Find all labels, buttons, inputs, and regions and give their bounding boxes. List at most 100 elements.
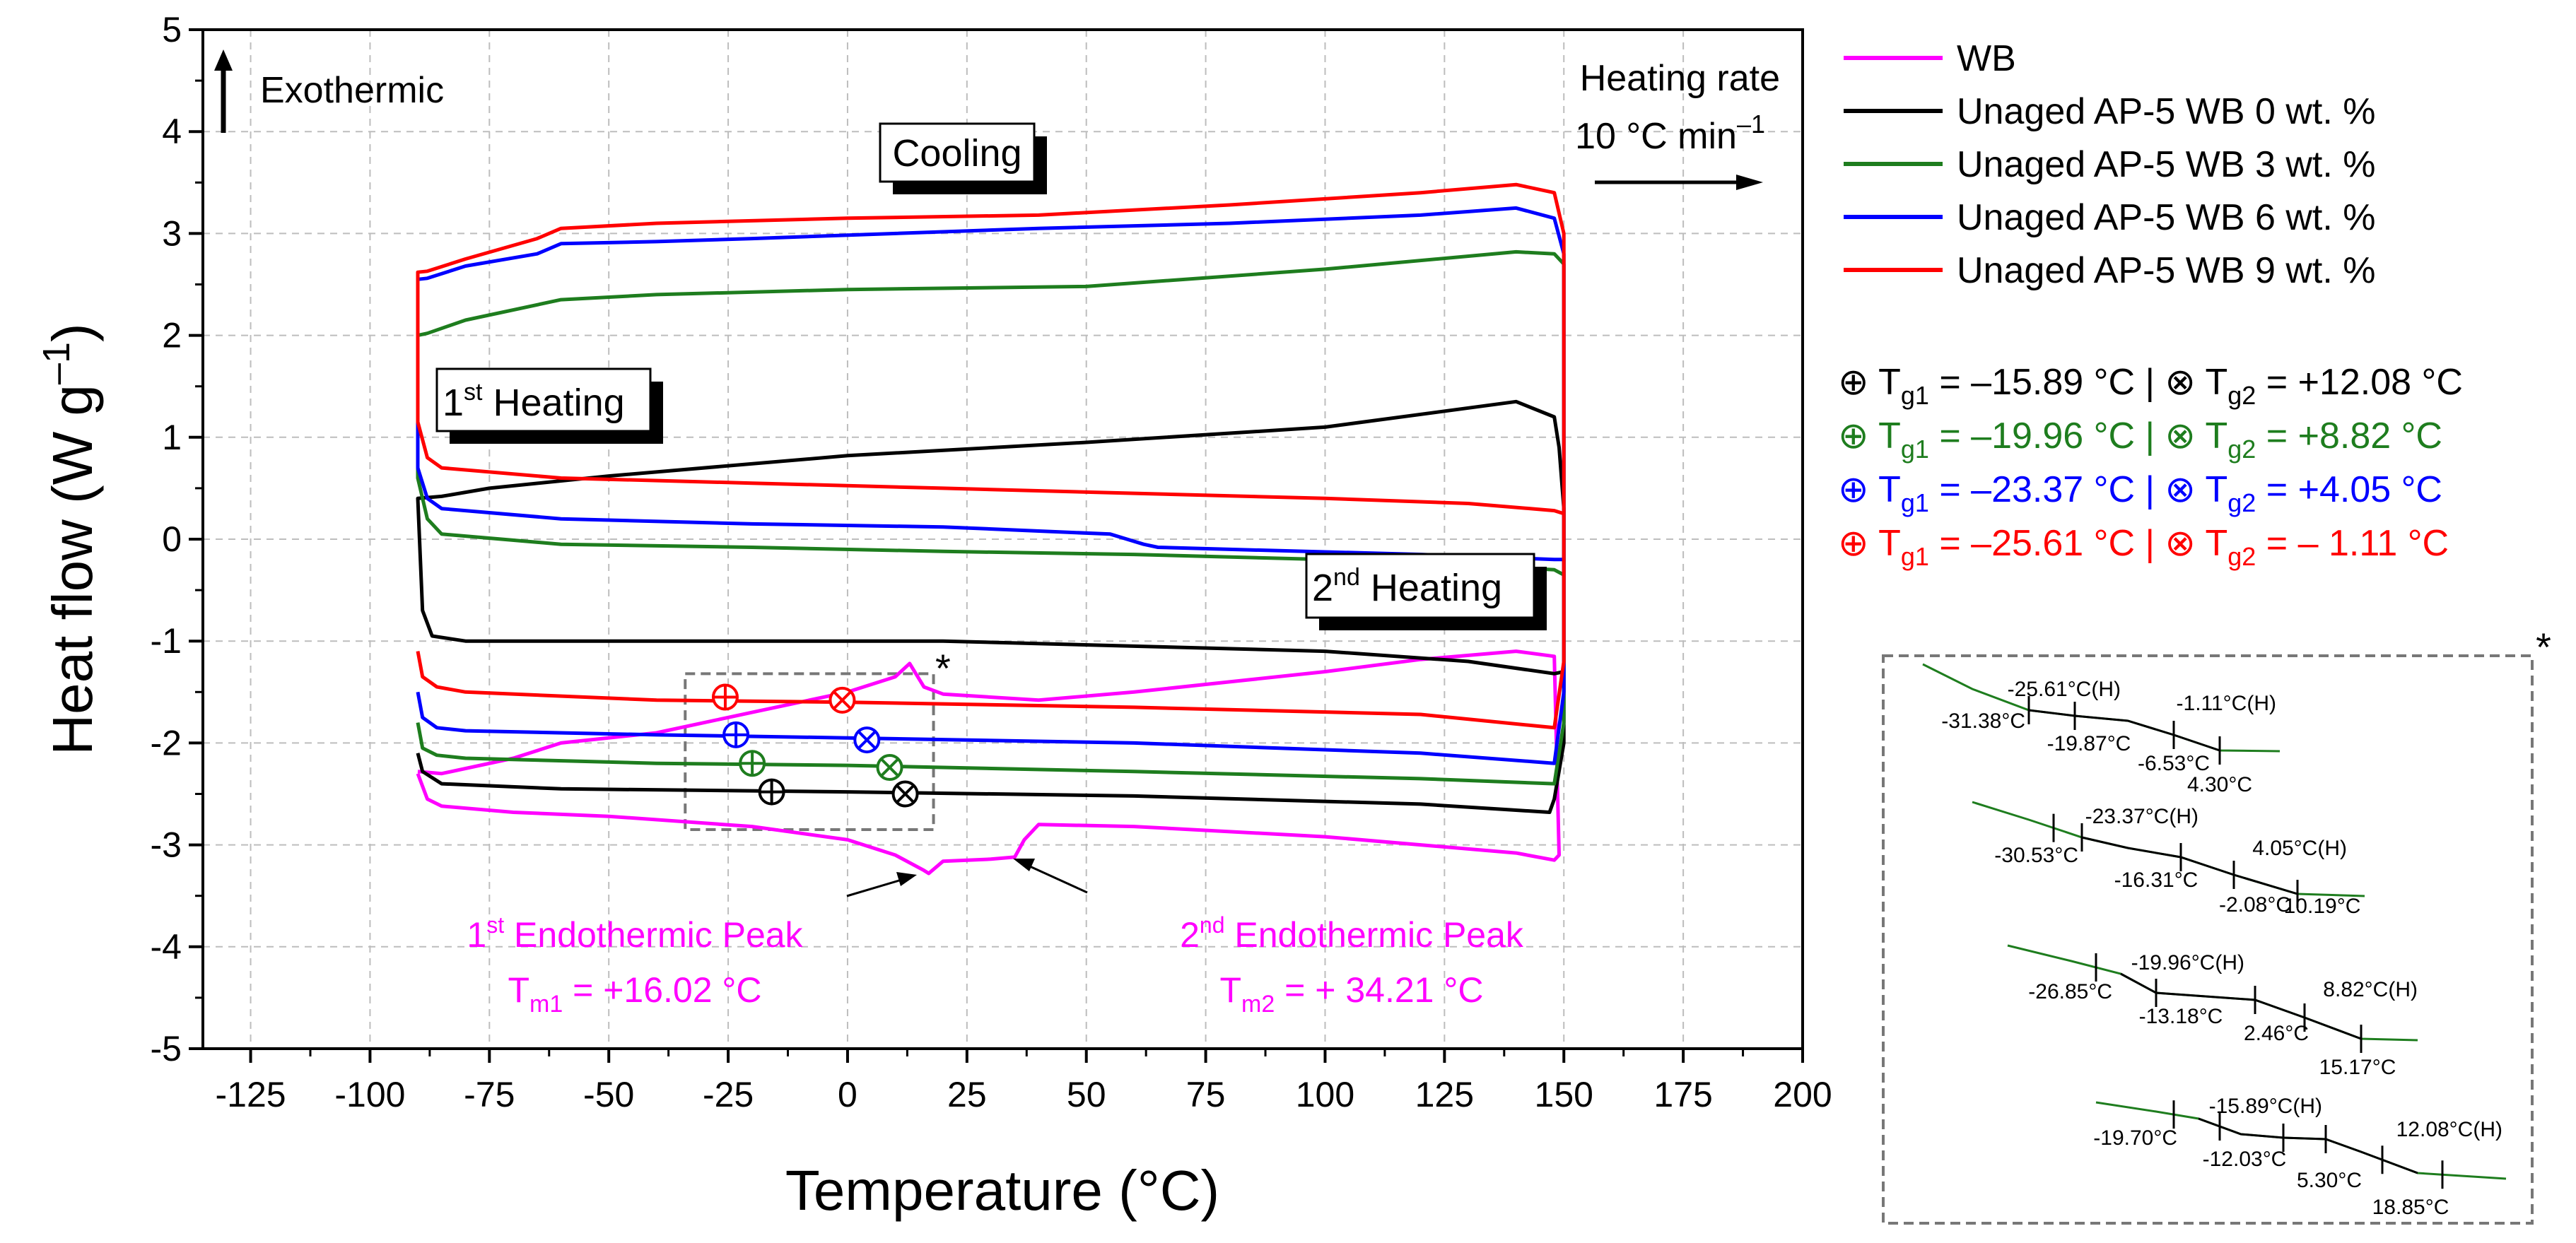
tg-label-ap0: ⊕ Tg1 = –15.89 °C | ⊗ Tg2 = +12.08 °C <box>1838 362 2463 410</box>
y-axis-title: Heat flow (W g–1) <box>35 323 104 755</box>
y-tick-label: -2 <box>151 723 182 762</box>
inset-label: -31.38°C <box>1941 709 2025 733</box>
y-tick-label: 3 <box>162 213 182 253</box>
x-axis-title: Temperature (°C) <box>785 1159 1219 1222</box>
marker-oplus-ap0 <box>758 778 785 806</box>
tg-label-ap6: ⊕ Tg1 = –23.37 °C | ⊗ Tg2 = +4.05 °C <box>1838 469 2442 517</box>
inset-label: 12.08°C(H) <box>2396 1118 2502 1141</box>
inset-curve-2: -23.37°C(H) 4.05°C(H) -30.53°C -16.31°C -2.0… <box>1972 801 2365 918</box>
inset-fit-line <box>2028 709 2220 752</box>
peak2-annotation: 2nd Endothermic Peak Tm2 = + 34.21 °C <box>1013 859 1524 1018</box>
y-tick-label: 1 <box>162 418 182 457</box>
svg-text:Tm1 = +16.02 °C: Tm1 = +16.02 °C <box>508 970 761 1018</box>
legend-label: WB <box>1957 38 2016 79</box>
svg-text:Cooling: Cooling <box>892 132 1021 175</box>
inset-label: 18.85°C <box>2372 1196 2449 1219</box>
inset-frame <box>1882 654 2534 1225</box>
inset-label: 4.30°C <box>2187 773 2252 796</box>
inset-label: -26.85°C <box>2028 980 2112 1003</box>
inset-label: -12.03°C <box>2203 1148 2287 1171</box>
svg-text:2nd Heating: 2nd Heating <box>1312 564 1502 609</box>
svg-text:10 °C min–1: 10 °C min–1 <box>1575 110 1765 157</box>
inset-label: -15.89°C(H) <box>2209 1095 2322 1118</box>
tg-markers <box>711 683 919 808</box>
inset-label: 8.82°C(H) <box>2323 978 2418 1001</box>
legend-label: Unaged AP-5 WB 9 wt. % <box>1957 250 2376 291</box>
peak1-annotation: 1st Endothermic Peak Tm1 = +16.02 °C <box>467 872 917 1018</box>
inset-label: -19.87°C <box>2047 732 2131 755</box>
y-tick-label: 0 <box>162 519 182 559</box>
x-tick-label: -100 <box>334 1075 405 1114</box>
x-tick-label: 175 <box>1653 1075 1712 1114</box>
inset-label: -19.96°C(H) <box>2131 951 2244 974</box>
tg-label-ap9: ⊕ Tg1 = –25.61 °C | ⊗ Tg2 = – 1.11 °C <box>1838 523 2449 571</box>
legend-label: Unaged AP-5 WB 3 wt. % <box>1957 144 2376 185</box>
legend-label: Unaged AP-5 WB 6 wt. % <box>1957 197 2376 238</box>
y-tick-label: -5 <box>151 1029 182 1068</box>
marker-otimes-ap0 <box>891 780 919 808</box>
inset-label: 15.17°C <box>2319 1056 2396 1079</box>
svg-text:1st Heating: 1st Heating <box>443 379 625 424</box>
inset-label: -6.53°C <box>2138 752 2210 775</box>
x-tick-label: -25 <box>703 1075 754 1114</box>
series-line-ap6 <box>416 206 1566 765</box>
series-lines <box>416 182 1566 876</box>
second-heating-label: 2nd Heating <box>1305 553 1547 630</box>
y-axis-ticks: -5 -4 -3 -2 -1 0 1 2 3 4 5 <box>151 10 203 1068</box>
marker-oplus-ap6 <box>722 721 750 748</box>
inset-fit-line <box>2120 972 2362 1040</box>
inset-fit-line <box>2081 836 2298 895</box>
inset-label: -30.53°C <box>1994 844 2078 867</box>
x-tick-label: 50 <box>1067 1075 1106 1114</box>
x-tick-label: 150 <box>1535 1075 1593 1114</box>
marker-oplus-ap3 <box>739 750 766 777</box>
svg-text:1st Endothermic Peak: 1st Endothermic Peak <box>467 912 803 955</box>
cooling-label: Cooling <box>879 122 1047 194</box>
y-tick-label: 5 <box>162 10 182 49</box>
y-tick-label: 4 <box>162 112 182 151</box>
tg-labels: ⊕ Tg1 = –15.89 °C | ⊗ Tg2 = +12.08 °C ⊕ T… <box>1838 362 2463 571</box>
exothermic-annotation: Exothermic <box>214 49 444 133</box>
inset-fit-line <box>2198 1117 2418 1174</box>
inset-curve-4: -15.89°C(H) 12.08°C(H) -19.70°C -12.03°C 5.3… <box>2093 1095 2507 1219</box>
marker-otimes-ap9 <box>829 686 856 714</box>
x-tick-label: 200 <box>1773 1075 1832 1114</box>
svg-text:Heating rate: Heating rate <box>1580 58 1780 99</box>
x-tick-label: 0 <box>838 1075 857 1114</box>
y-tick-label: 2 <box>162 316 182 355</box>
marker-otimes-ap3 <box>876 754 903 782</box>
svg-text:2nd Endothermic Peak: 2nd Endothermic Peak <box>1180 912 1524 955</box>
inset-label: -19.70°C <box>2093 1126 2177 1150</box>
inset-label: 4.05°C(H) <box>2252 837 2347 860</box>
heating-rate-annotation: Heating rate 10 °C min–1 <box>1575 58 1780 190</box>
inset-label: -13.18°C <box>2139 1005 2223 1028</box>
x-tick-label: -125 <box>216 1075 286 1114</box>
series-line-ap0 <box>416 399 1566 814</box>
inset-label: -1.11°C(H) <box>2177 692 2276 715</box>
inset-label: 10.19°C <box>2284 895 2361 918</box>
legend-label: Unaged AP-5 WB 0 wt. % <box>1957 91 2376 132</box>
x-tick-label: -75 <box>464 1075 515 1114</box>
inset-label: -25.61°C(H) <box>2008 678 2121 701</box>
inset-label: -23.37°C(H) <box>2085 805 2199 828</box>
inset-label: 5.30°C <box>2297 1169 2362 1192</box>
x-axis-ticks: -125 -100 -75 -50 -25 0 25 50 75 100 125 150 175 200 <box>216 1049 1832 1114</box>
inset-curve-3: -19.96°C(H) 8.82°C(H) -26.85°C -13.18°C 2.46… <box>2007 944 2418 1079</box>
legend: WB Unaged AP-5 WB 0 wt. % Unaged AP-5 WB 3… <box>1844 38 2376 291</box>
x-tick-label: 100 <box>1296 1075 1354 1114</box>
svg-text:Exothermic: Exothermic <box>260 70 444 111</box>
y-tick-label: -3 <box>151 825 182 865</box>
inset-label: -16.31°C <box>2114 868 2199 892</box>
marker-otimes-ap6 <box>853 726 881 754</box>
inset-curve-1: -25.61°C(H) -1.11°C(H) -31.38°C -19.87°C -6.… <box>1922 663 2281 796</box>
tg-label-ap3: ⊕ Tg1 = –19.96 °C | ⊗ Tg2 = +8.82 °C <box>1838 416 2442 464</box>
series-line-wb <box>416 649 1561 876</box>
zoom-asterisk: * <box>935 646 951 690</box>
inset-label: 2.46°C <box>2244 1022 2309 1045</box>
x-tick-label: 125 <box>1415 1075 1474 1114</box>
y-tick-label: -4 <box>151 927 182 967</box>
y-tick-label: -1 <box>151 621 182 661</box>
grid <box>203 29 1803 1049</box>
inset-asterisk: * <box>2536 625 2551 669</box>
